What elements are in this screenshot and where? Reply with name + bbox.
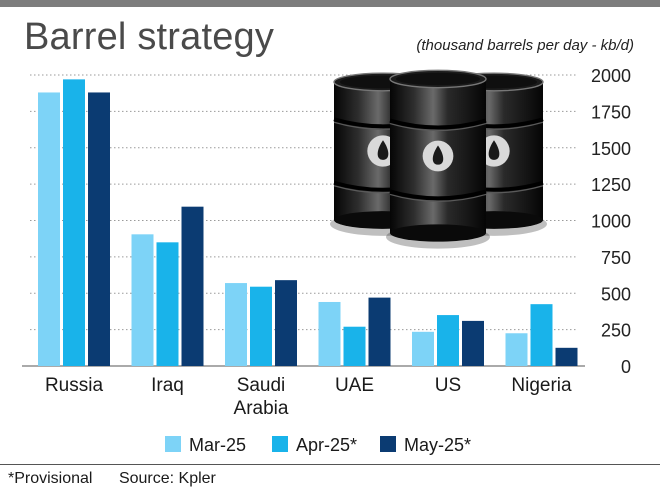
y-tick-label: 2000 bbox=[591, 66, 631, 86]
footer-rule bbox=[0, 464, 660, 465]
y-tick-label: 0 bbox=[621, 357, 631, 377]
bar bbox=[555, 347, 578, 366]
y-tick-label: 750 bbox=[601, 248, 631, 268]
barrel-rib bbox=[389, 189, 487, 201]
bar bbox=[437, 315, 459, 366]
barrel-bottom bbox=[390, 224, 486, 242]
chart-title: Barrel strategy bbox=[24, 16, 275, 58]
bar bbox=[505, 333, 528, 366]
bar bbox=[368, 297, 391, 366]
y-tick-label: 1750 bbox=[591, 102, 631, 122]
oil-drop-icon bbox=[432, 145, 444, 165]
bar bbox=[462, 320, 484, 366]
bar bbox=[63, 79, 85, 367]
top-rule bbox=[0, 0, 660, 7]
oil-drop-icon bbox=[488, 140, 500, 160]
barrel-rib-highlight bbox=[389, 193, 487, 202]
barrel-center bbox=[386, 69, 490, 249]
chart-subtitle: (thousand barrels per day - kb/d) bbox=[416, 37, 634, 54]
bar bbox=[343, 326, 366, 366]
x-tick-label: UAE bbox=[335, 375, 374, 396]
source-note: Source: Kpler bbox=[118, 470, 216, 487]
legend-label: Mar-25 bbox=[189, 435, 246, 455]
bar bbox=[530, 304, 553, 366]
y-tick-label: 1000 bbox=[591, 212, 631, 232]
y-tick-label: 500 bbox=[601, 284, 631, 304]
barrel-lid-inner bbox=[396, 72, 480, 86]
y-tick-label: 1500 bbox=[591, 139, 631, 159]
y-tick-label: 1250 bbox=[591, 175, 631, 195]
bar bbox=[88, 92, 110, 367]
x-tick-label: Russia bbox=[45, 375, 104, 396]
legend-label: Apr-25* bbox=[296, 435, 357, 455]
bar bbox=[275, 280, 297, 366]
x-tick-label: US bbox=[435, 375, 461, 396]
oil-drop-icon bbox=[377, 140, 389, 160]
bar bbox=[156, 242, 179, 366]
legend-swatch bbox=[165, 436, 181, 452]
bar bbox=[225, 283, 247, 366]
bar bbox=[181, 206, 204, 366]
legend-swatch bbox=[380, 436, 396, 452]
bar bbox=[318, 301, 341, 366]
oil-barrels-illustration bbox=[330, 69, 547, 249]
provisional-note: *Provisional bbox=[8, 470, 93, 487]
bar bbox=[38, 92, 60, 367]
bar bbox=[412, 331, 434, 366]
legend-swatch bbox=[272, 436, 288, 452]
y-tick-label: 250 bbox=[601, 321, 631, 341]
legend-label: May-25* bbox=[404, 435, 471, 455]
bar bbox=[131, 234, 154, 366]
barrel-rib-highlight bbox=[389, 123, 487, 132]
x-tick-label: Saudi Arabia bbox=[234, 375, 289, 419]
footer: *Provisional Source: Kpler bbox=[8, 470, 216, 488]
x-tick-label: Iraq bbox=[151, 375, 184, 396]
bar bbox=[250, 286, 272, 366]
barrel-rib bbox=[389, 118, 487, 130]
x-tick-label: Nigeria bbox=[511, 375, 572, 396]
